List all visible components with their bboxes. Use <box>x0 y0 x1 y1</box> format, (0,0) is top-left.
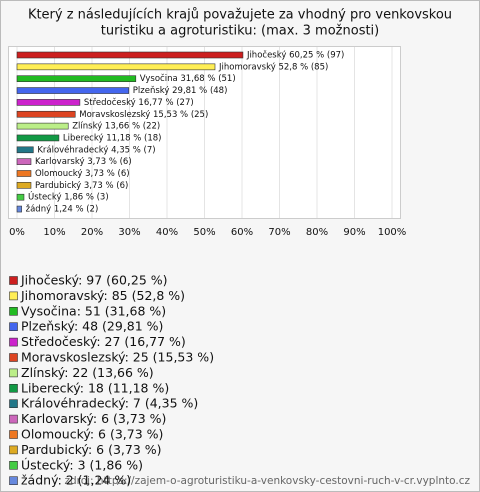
legend-label: Zlínský: 22 (13,66 %) <box>21 365 154 380</box>
legend-swatch <box>9 276 18 285</box>
legend-label: Moravskoslezský: 25 (15,53 %) <box>21 350 214 365</box>
legend-swatch <box>9 337 18 347</box>
bar <box>16 193 25 201</box>
legend-swatch <box>9 460 18 470</box>
bar <box>16 122 69 130</box>
legend-swatch <box>9 306 18 316</box>
legend-label: žádný: 2 (1,24 %) <box>21 473 131 488</box>
x-tick-label: 90% <box>343 227 365 238</box>
legend-label: Středočeský: 27 (16,77 %) <box>21 334 186 349</box>
bar <box>16 51 244 59</box>
x-tick-label: 30% <box>118 227 140 238</box>
x-tick-label: 60% <box>231 227 253 238</box>
bar <box>16 182 32 189</box>
bar <box>16 205 22 213</box>
bar <box>16 63 216 71</box>
data-label: Jihočeský 60,25 % (97) <box>246 50 344 61</box>
legend-label: Pardubický: 6 (3,73 %) <box>21 442 162 457</box>
legend-label: Olomoucký: 6 (3,73 %) <box>21 427 163 442</box>
data-label: Vysočina 31,68 % (51) <box>140 73 236 84</box>
data-label: Jihomoravský 52,8 % (85) <box>218 62 328 72</box>
x-tick-label: 20% <box>81 227 103 238</box>
data-label: Středočeský 16,77 % (27) <box>84 97 194 108</box>
x-tick-label: 100% <box>378 227 407 238</box>
bar <box>16 158 32 165</box>
legend-swatch <box>9 353 18 362</box>
legend-label: Jihočeský: 97 (60,25 %) <box>20 273 168 288</box>
legend-label: Vysočina: 51 (31,68 %) <box>21 303 166 318</box>
x-tick-label: 80% <box>306 227 328 238</box>
legend-swatch <box>9 291 18 301</box>
data-label: Královéhradecký 4,35 % (7) <box>37 144 155 155</box>
bar <box>16 75 137 82</box>
data-label: Pardubický 3,73 % (6) <box>35 181 128 191</box>
legend-swatch <box>9 414 18 424</box>
data-label: Olomoucký 3,73 % (6) <box>35 169 130 179</box>
bar <box>16 146 34 154</box>
data-label: Plzeňský 29,81 % (48) <box>133 85 228 96</box>
legend-swatch <box>9 368 18 378</box>
legend-swatch <box>9 430 18 439</box>
data-label: Ústecký 1,86 % (3) <box>28 191 109 203</box>
legend-label: Plzeňský: 48 (29,81 %) <box>21 319 163 334</box>
legend-swatch <box>9 383 18 393</box>
legend-label: Královéhradecký: 7 (4,35 %) <box>21 396 198 411</box>
bar <box>16 87 130 94</box>
data-label: Zlínský 13,66 % (22) <box>72 122 160 132</box>
legend-swatch <box>9 399 18 409</box>
data-label: Karlovarský 3,73 % (6) <box>35 157 132 167</box>
data-label: Liberecký 11,18 % (18) <box>63 133 162 143</box>
source: zdroj: https://zajem-o-agroturistiku-a-v… <box>64 475 470 487</box>
chart-title: turistiku a agroturistiku: (max. 3 možno… <box>101 24 380 39</box>
legend-label: Ústecký: 3 (1,86 %) <box>21 457 143 472</box>
legend-swatch <box>9 476 18 486</box>
legend-label: Jihomoravský: 85 (52,8 %) <box>20 288 185 303</box>
chart-title: Který z následujících krajů považujete z… <box>28 8 452 23</box>
data-label: Moravskoslezský 15,53 % (25) <box>79 110 208 120</box>
legend-swatch <box>9 445 18 455</box>
x-tick-label: 0% <box>9 227 25 238</box>
x-tick-label: 40% <box>156 227 178 238</box>
legend-label: Liberecký: 18 (11,18 %) <box>21 380 169 395</box>
x-tick-label: 70% <box>268 227 290 238</box>
x-tick-label: 50% <box>193 227 215 238</box>
legend-label: Karlovarský: 6 (3,73 %) <box>21 411 166 426</box>
bar <box>16 99 81 106</box>
legend-swatch <box>9 322 18 332</box>
bar <box>16 170 32 177</box>
x-tick-label: 10% <box>43 227 65 238</box>
data-label: žádný 1,24 % (2) <box>26 205 99 215</box>
bar <box>16 134 60 142</box>
bar <box>16 110 76 118</box>
